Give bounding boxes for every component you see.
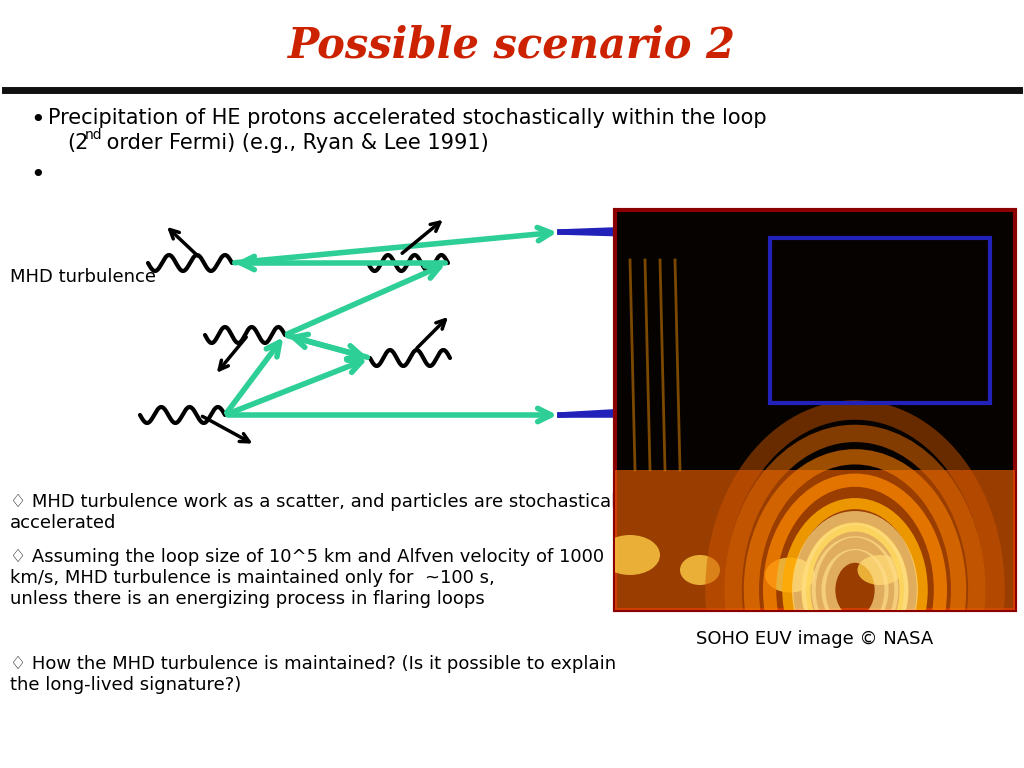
Text: •: • [30,108,45,132]
Text: SOHO EUV image © NASA: SOHO EUV image © NASA [696,630,934,648]
Text: ♢ MHD turbulence work as a scatter, and particles are stochastically
accelerated: ♢ MHD turbulence work as a scatter, and … [10,493,632,531]
Text: ♢ Assuming the loop size of 10^5 km and Alfven velocity of 1000
km/s, MHD turbul: ♢ Assuming the loop size of 10^5 km and … [10,548,604,607]
Text: (2: (2 [67,133,88,153]
Bar [770,238,990,403]
Bar [615,470,1015,610]
Text: Precipitation of HE protons accelerated stochastically within the loop: Precipitation of HE protons accelerated … [48,108,767,128]
Text: order Fermi) (e.g., Ryan & Lee 1991): order Fermi) (e.g., Ryan & Lee 1991) [100,133,488,153]
Ellipse shape [600,535,660,575]
Text: nd: nd [85,128,102,142]
Text: MHD turbulence: MHD turbulence [10,268,156,286]
Bar [615,210,1015,610]
Ellipse shape [680,555,720,585]
Text: •: • [30,163,45,187]
Text: ♢ How the MHD turbulence is maintained? (Is it possible to explain
the long-live: ♢ How the MHD turbulence is maintained? … [10,655,616,694]
Ellipse shape [765,558,815,592]
Text: Possible scenario 2: Possible scenario 2 [288,24,736,66]
Ellipse shape [857,555,902,585]
